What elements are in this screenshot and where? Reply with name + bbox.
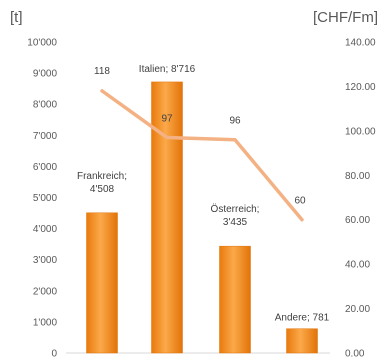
left-tick-label: 3'000	[33, 255, 58, 266]
bar-series	[86, 81, 318, 354]
right-tick-label: 120.00	[345, 82, 376, 93]
bar-italien	[151, 81, 183, 354]
right-tick-label: 20.00	[345, 304, 370, 315]
line-data-label: 96	[229, 116, 241, 127]
bar-österreich	[219, 245, 251, 354]
right-tick-label: 40.00	[345, 260, 370, 271]
line-data-label: 60	[294, 196, 306, 207]
right-axis-ticks: 0.00 20.00 40.00 60.00 80.00 100.00 120.00 140.…	[345, 38, 376, 360]
right-tick-label: 0.00	[345, 349, 365, 360]
bar-data-labels: Frankreich; 4'508 Italien; 8'716 Österreich…	[77, 64, 330, 324]
bar-data-label: Andere; 781	[275, 313, 330, 324]
bar-andere	[286, 328, 318, 354]
right-tick-label: 80.00	[345, 171, 370, 182]
left-tick-label: 9'000	[33, 69, 58, 80]
left-tick-label: 8'000	[33, 100, 58, 111]
line-data-label: 97	[161, 114, 173, 125]
left-tick-label: 0	[51, 349, 57, 360]
left-tick-label: 5'000	[33, 193, 58, 204]
left-tick-label: 2'000	[33, 286, 58, 297]
line-series	[100, 89, 304, 222]
left-tick-label: 7'000	[33, 131, 58, 142]
line-data-labels: 118 97 96 60	[94, 66, 306, 207]
left-tick-label: 4'000	[33, 224, 58, 235]
bar-data-label: Frankreich; 4'508	[77, 171, 127, 195]
bar-data-label: Italien; 8'716	[139, 64, 196, 75]
left-axis-ticks: 0 1'000 2'000 3'000 4'000 5'000 6'000 7'000 8'00…	[27, 38, 57, 360]
left-tick-label: 6'000	[33, 162, 58, 173]
left-axis-unit: [t]	[10, 9, 23, 26]
bar-data-label: Österreich; 3'435	[211, 203, 260, 228]
right-tick-label: 100.00	[345, 126, 376, 137]
right-tick-label: 60.00	[345, 215, 370, 226]
left-tick-label: 1'000	[33, 317, 58, 328]
left-tick-label: 10'000	[27, 38, 57, 49]
line-data-label: 118	[94, 66, 110, 77]
bar-frankreich	[86, 212, 118, 354]
price-line	[100, 89, 304, 222]
right-tick-label: 140.00	[345, 38, 376, 49]
right-axis-unit: [CHF/Fm]	[313, 9, 378, 26]
